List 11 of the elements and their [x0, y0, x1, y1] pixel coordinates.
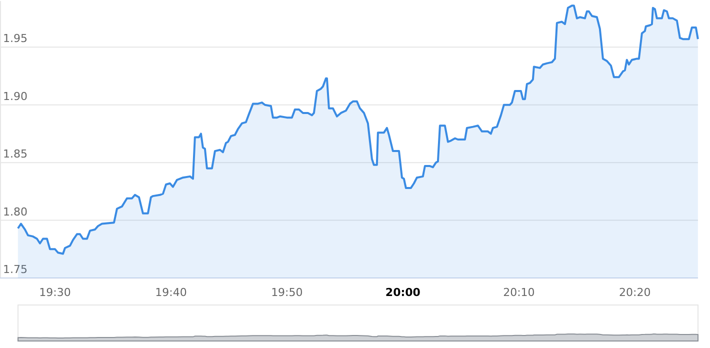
- y-tick-label: 1.80: [3, 205, 28, 218]
- y-tick-label: 1.95: [3, 32, 28, 46]
- x-tick-label: 19:40: [155, 286, 187, 299]
- x-tick-label: 20:10: [503, 286, 535, 299]
- x-tick-label: 20:20: [619, 286, 651, 299]
- y-tick-label: 1.85: [3, 148, 28, 161]
- y-tick-label: 1.90: [3, 90, 28, 103]
- x-tick-label: 20:00: [385, 286, 421, 299]
- y-tick-label: 1.75: [3, 263, 28, 276]
- x-tick-label: 19:30: [39, 286, 71, 299]
- x-tick-label: 19:50: [271, 286, 303, 299]
